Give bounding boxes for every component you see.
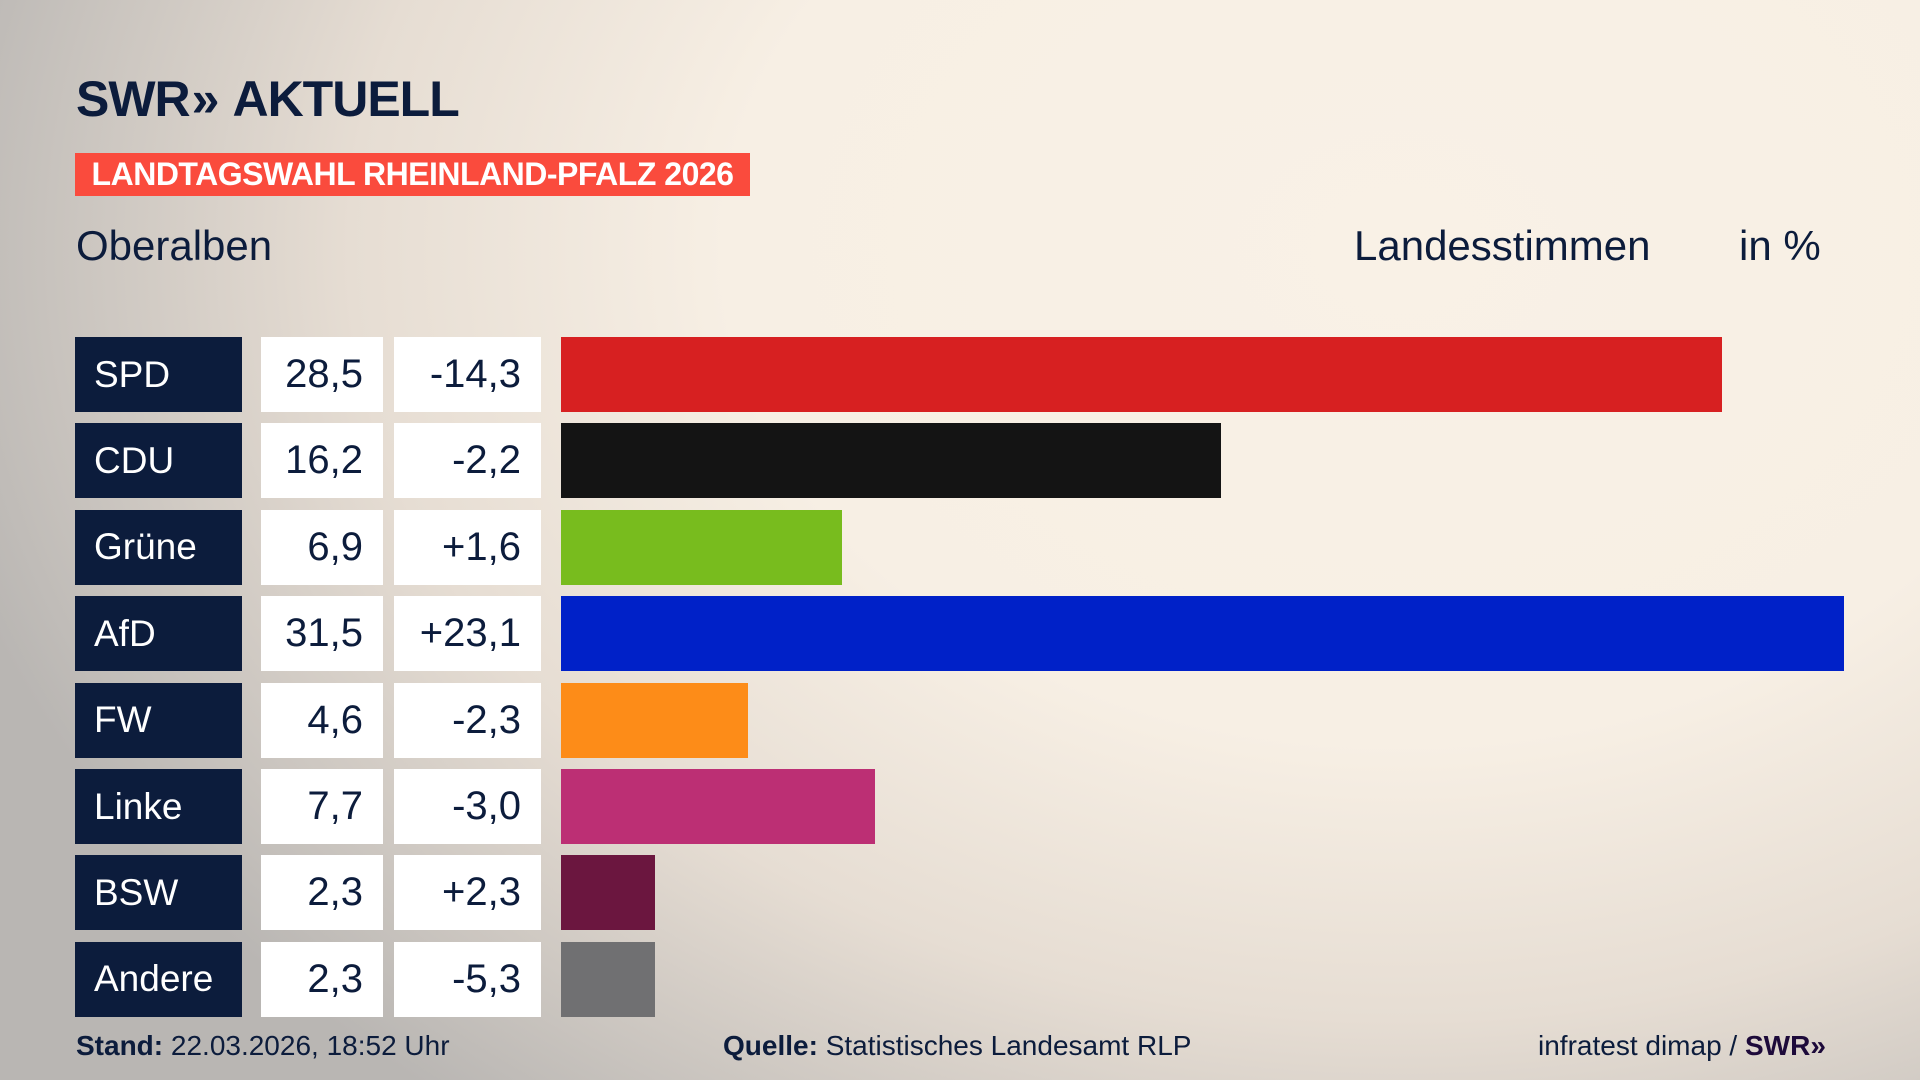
credit-logo: SWR [1744, 1030, 1811, 1061]
party-label: Andere [75, 941, 242, 1017]
logo-aktuell: AKTUELL [232, 71, 459, 127]
chart-row: FW 4,6 -2,3 [0, 682, 1920, 758]
value-label: 2,3 [261, 941, 383, 1017]
bar [561, 941, 655, 1017]
party-label: SPD [75, 337, 242, 412]
chevrons-icon: » [1810, 1030, 1826, 1061]
bar [561, 682, 749, 758]
change-label: -5,3 [394, 941, 541, 1017]
change-label: +1,6 [394, 509, 541, 585]
chart-row: Andere 2,3 -5,3 [0, 941, 1920, 1017]
chevrons-icon: » [191, 71, 220, 127]
value-label: 2,3 [261, 855, 383, 931]
value-label: 31,5 [261, 596, 383, 672]
party-label: CDU [75, 423, 242, 499]
change-label: -14,3 [394, 337, 541, 412]
credit: infratest dimap / SWR» [1538, 1030, 1826, 1062]
bar [561, 509, 843, 585]
chart-row: AfD 31,5 +23,1 [0, 596, 1920, 672]
source-label: Quelle: [723, 1030, 818, 1061]
change-label: -2,3 [394, 682, 541, 758]
chart-row: SPD 28,5 -14,3 [0, 337, 1920, 412]
chart-row: BSW 2,3 +2,3 [0, 855, 1920, 931]
party-label: AfD [75, 596, 242, 672]
value-label: 4,6 [261, 682, 383, 758]
source-value: Statistisches Landesamt RLP [825, 1030, 1192, 1061]
bar [561, 769, 875, 844]
change-label: +23,1 [394, 596, 541, 672]
value-label: 28,5 [261, 337, 383, 412]
party-label: Grüne [75, 509, 242, 585]
party-label: BSW [75, 855, 242, 931]
region-title: Oberalben [76, 222, 273, 269]
value-label: 7,7 [261, 769, 383, 844]
source: Quelle: Statistisches Landesamt RLP [723, 1030, 1191, 1062]
swr-aktuell-logo: SWR» AKTUELL [76, 70, 460, 128]
logo-swr: SWR [76, 71, 191, 127]
value-label: 6,9 [261, 509, 383, 585]
unit-label: in % [1739, 222, 1821, 269]
bar [561, 423, 1221, 499]
chart-row: CDU 16,2 -2,2 [0, 423, 1920, 499]
change-label: -3,0 [394, 769, 541, 844]
election-banner: LANDTAGSWAHL RHEINLAND-PFALZ 2026 [75, 153, 750, 196]
timestamp: Stand: 22.03.2026, 18:52 Uhr [76, 1030, 450, 1062]
party-label: FW [75, 682, 242, 758]
value-label: 16,2 [261, 423, 383, 499]
stand-value: 22.03.2026, 18:52 Uhr [170, 1030, 450, 1061]
measure-label: Landesstimmen [1354, 222, 1651, 269]
stand-label: Stand: [76, 1030, 164, 1061]
bar [561, 337, 1722, 412]
bar [561, 855, 655, 931]
credit-text: infratest dimap / [1538, 1030, 1738, 1061]
change-label: +2,3 [394, 855, 541, 931]
bar [561, 596, 1844, 672]
chart-row: Grüne 6,9 +1,6 [0, 509, 1920, 585]
change-label: -2,2 [394, 423, 541, 499]
party-label: Linke [75, 769, 242, 844]
chart-row: Linke 7,7 -3,0 [0, 769, 1920, 844]
